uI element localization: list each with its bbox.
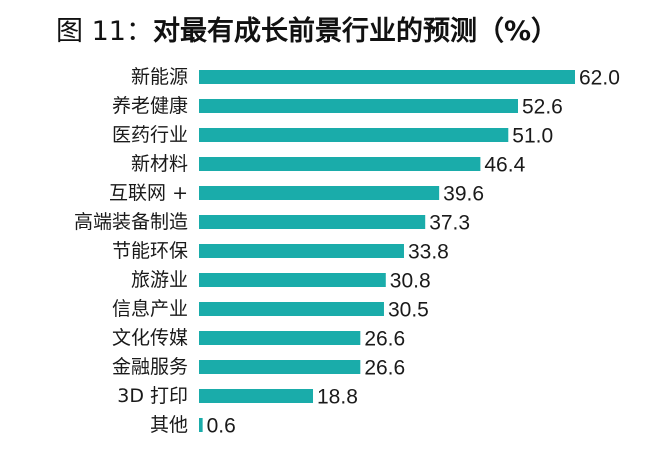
chart-title-text: 对最有成长前景行业的预测（%） (152, 16, 559, 47)
bar (199, 157, 481, 171)
value-label: 18.8 (317, 386, 358, 409)
bar (199, 70, 575, 84)
value-label: 39.6 (443, 183, 484, 206)
value-label: 26.6 (364, 328, 405, 351)
category-label: 医药行业 (112, 124, 188, 146)
bar (199, 99, 518, 113)
value-label: 33.8 (408, 241, 449, 264)
bar (199, 360, 361, 374)
bar (199, 215, 426, 229)
value-label: 51.0 (512, 125, 553, 148)
category-label: 3D 打印 (117, 385, 188, 407)
category-label: 文化传媒 (112, 327, 188, 349)
value-label: 62.0 (579, 67, 620, 90)
category-label: 新材料 (131, 153, 188, 175)
value-label: 26.6 (364, 357, 405, 380)
value-label: 0.6 (207, 415, 236, 438)
bar (199, 389, 314, 403)
category-label: 节能环保 (112, 240, 188, 262)
bar (199, 128, 509, 142)
category-label: 高端装备制造 (74, 211, 188, 233)
bar (199, 331, 361, 345)
category-label: 金融服务 (112, 356, 188, 378)
value-label: 52.6 (522, 96, 563, 119)
chart-title-prefix: 图 11： (56, 16, 153, 47)
bar (199, 273, 386, 287)
category-label: 其他 (150, 414, 188, 436)
value-label: 30.5 (388, 299, 429, 322)
bar (199, 418, 203, 432)
value-label: 37.3 (429, 212, 470, 235)
category-label: 信息产业 (112, 298, 188, 320)
chart-title: 图 11：对最有成长前景行业的预测（%） (56, 12, 558, 52)
bar (199, 244, 404, 258)
bar (199, 302, 384, 316)
bar (199, 186, 440, 200)
category-label: 养老健康 (112, 95, 188, 117)
category-label: 新能源 (131, 66, 188, 88)
category-label: 互联网 + (109, 182, 188, 204)
category-label: 旅游业 (131, 269, 188, 291)
value-label: 46.4 (484, 154, 525, 177)
value-label: 30.8 (390, 270, 431, 293)
